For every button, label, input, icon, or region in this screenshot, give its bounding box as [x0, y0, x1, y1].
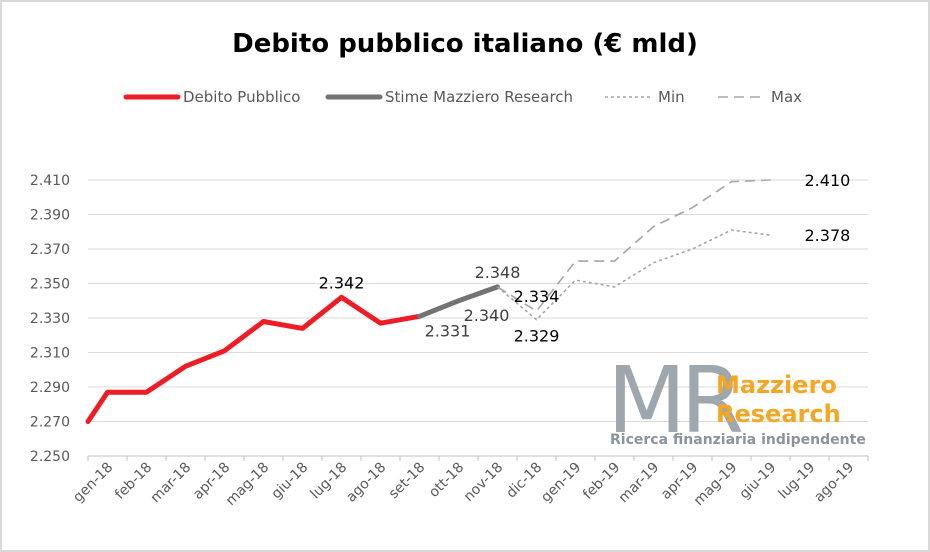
series-max	[497, 179, 771, 312]
logo-name-line1: Mazziero	[716, 371, 837, 399]
series-lines	[85, 179, 771, 424]
y-tick-label: 2.290	[30, 380, 70, 396]
series-debito-pubblico	[85, 294, 422, 424]
data-label: 2.340	[464, 306, 510, 325]
legend-item-debito-pubblico: Debito Pubblico	[123, 88, 300, 106]
y-tick-label: 2.390	[30, 208, 70, 224]
legend-item-stime-mazziero-research: Stime Mazziero Research	[325, 88, 573, 106]
series-stime-mazziero-research	[417, 284, 500, 319]
x-tick-label: nov-18	[461, 460, 506, 505]
x-tick-label: mag-19	[691, 460, 740, 509]
x-tick-label: gen-18	[70, 460, 116, 506]
x-tick-label: set-18	[386, 460, 429, 503]
legend-label: Max	[771, 88, 802, 106]
legend-label: Min	[658, 88, 685, 106]
series-min	[496, 229, 771, 321]
y-tick-label: 2.250	[30, 449, 70, 465]
y-tick-label: 2.370	[30, 242, 70, 258]
data-label: 2.342	[319, 273, 365, 292]
x-tick-label: mar-18	[148, 460, 195, 507]
data-label: 2.410	[805, 171, 851, 190]
data-label: 2.334	[514, 287, 560, 306]
data-label: 2.378	[805, 226, 851, 245]
chart-title: Debito pubblico italiano (€ mld)	[232, 29, 698, 59]
y-tick-label: 2.310	[30, 346, 70, 362]
legend: Debito Pubblico Stime Mazziero Research Mi…	[123, 88, 802, 106]
legend-item-min: Min	[605, 88, 685, 106]
legend-label: Stime Mazziero Research	[385, 88, 573, 106]
data-label: 2.329	[514, 327, 560, 346]
x-axis-ticks: gen-18feb-18mar-18apr-18mag-18giu-18lug-…	[70, 456, 869, 509]
x-tick-label: mar-19	[616, 460, 663, 507]
y-tick-label: 2.330	[30, 311, 70, 327]
y-tick-label: 2.350	[30, 277, 70, 293]
x-tick-label: giu-18	[269, 460, 312, 503]
y-tick-label: 2.410	[30, 173, 70, 189]
legend-label: Debito Pubblico	[183, 88, 300, 106]
mazziero-logo: MR Mazziero Research Ricerca finanziaria…	[607, 347, 866, 454]
legend-item-max: Max	[718, 88, 802, 106]
data-label: 2.331	[425, 321, 471, 340]
x-tick-label: ago-19	[811, 460, 857, 506]
x-tick-label: ago-18	[343, 460, 389, 506]
x-tick-label: mag-18	[223, 460, 272, 509]
logo-mark: MR	[607, 347, 742, 454]
x-tick-label: giu-19	[737, 460, 780, 503]
gridlines	[88, 179, 868, 457]
data-label: 2.348	[475, 263, 521, 282]
logo-name-line2: Research	[716, 400, 841, 428]
y-axis-ticks: 2.250 2.270 2.290 2.310 2.330 2.350 2.370 2.390…	[30, 173, 70, 465]
y-tick-label: 2.270	[30, 415, 70, 431]
logo-tagline: Ricerca finanziaria indipendente	[610, 432, 866, 448]
x-tick-label: gen-19	[538, 460, 584, 506]
